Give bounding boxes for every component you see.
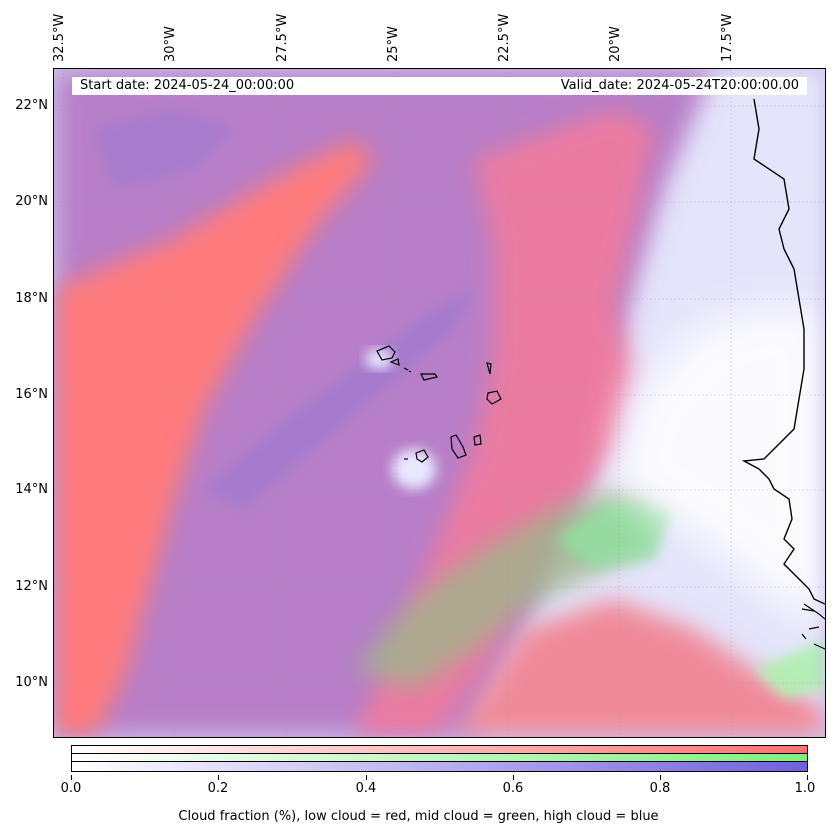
low-cloud-band-east bbox=[354, 109, 654, 737]
date-header: Start date: 2024-05-24_00:00:00 Valid_da… bbox=[72, 77, 807, 95]
mid-cloud-patch-east bbox=[554, 499, 674, 569]
lon-label-17.5w: 17.5°W bbox=[720, 13, 735, 62]
lon-label-20w: 20°W bbox=[608, 26, 623, 62]
start-date-label: Start date: 2024-05-24_00:00:00 bbox=[80, 78, 295, 93]
colorbar bbox=[71, 745, 808, 772]
colorbar-tick bbox=[513, 775, 514, 780]
lon-label-27.5w: 27.5°W bbox=[275, 13, 290, 62]
lat-label-12n: 12°N bbox=[15, 579, 48, 594]
colorbar-tick bbox=[807, 775, 808, 780]
lat-label-18n: 18°N bbox=[15, 291, 48, 306]
colorbar-tick bbox=[660, 775, 661, 780]
lat-label-20n: 20°N bbox=[15, 194, 48, 209]
lat-label-14n: 14°N bbox=[15, 482, 48, 497]
low-cloud-band-south bbox=[454, 599, 825, 737]
low-cloud-band-west bbox=[54, 139, 374, 737]
colorbar-tick-label-0: 0.0 bbox=[60, 781, 82, 796]
gridlines bbox=[54, 69, 825, 737]
coastline bbox=[741, 98, 825, 605]
lat-label-16n: 16°N bbox=[15, 387, 48, 402]
colorbar-tick bbox=[366, 775, 367, 780]
colorbar-tick bbox=[218, 775, 219, 780]
lon-label-25w: 25°W bbox=[386, 26, 401, 62]
colorbar-tick-label-0.6: 0.6 bbox=[502, 781, 524, 796]
lon-label-30w: 30°W bbox=[163, 26, 178, 62]
lat-label-10n: 10°N bbox=[15, 675, 48, 690]
clear-sky-region bbox=[614, 309, 825, 629]
clear-patch bbox=[365, 349, 393, 369]
lon-label-22.5w: 22.5°W bbox=[497, 13, 512, 62]
cape-verde-islands bbox=[376, 345, 502, 463]
lat-label-22n: 22°N bbox=[15, 98, 48, 113]
valid-date-label: Valid_date: 2024-05-24T20:00:00.00 bbox=[560, 78, 799, 93]
clear-patch bbox=[392, 449, 436, 489]
map-panel[interactable]: Start date: 2024-05-24_00:00:00 Valid_da… bbox=[53, 68, 826, 738]
colorbar-tick-label-0.4: 0.4 bbox=[355, 781, 377, 796]
colorbar-tick-label-0.8: 0.8 bbox=[649, 781, 671, 796]
colorbar-tick bbox=[71, 775, 72, 780]
coastline-guinea bbox=[801, 603, 825, 650]
colorbar-high-cloud-band bbox=[72, 762, 807, 771]
mid-cloud-patch-southeast bbox=[754, 639, 825, 699]
high-cloud-streak bbox=[204, 289, 474, 509]
colorbar-tick-label-0.2: 0.2 bbox=[207, 781, 229, 796]
colorbar-label: Cloud fraction (%), low cloud = red, mid… bbox=[178, 809, 659, 824]
lon-label-32.5w: 32.5°W bbox=[52, 13, 67, 62]
cloud-fraction-map bbox=[54, 69, 825, 737]
high-cloud-streak-north bbox=[94, 109, 234, 189]
colorbar-mid-cloud-band bbox=[72, 754, 807, 762]
colorbar-tick-label-1.0: 1.0 bbox=[794, 781, 816, 796]
colorbar-low-cloud-band bbox=[72, 746, 807, 754]
